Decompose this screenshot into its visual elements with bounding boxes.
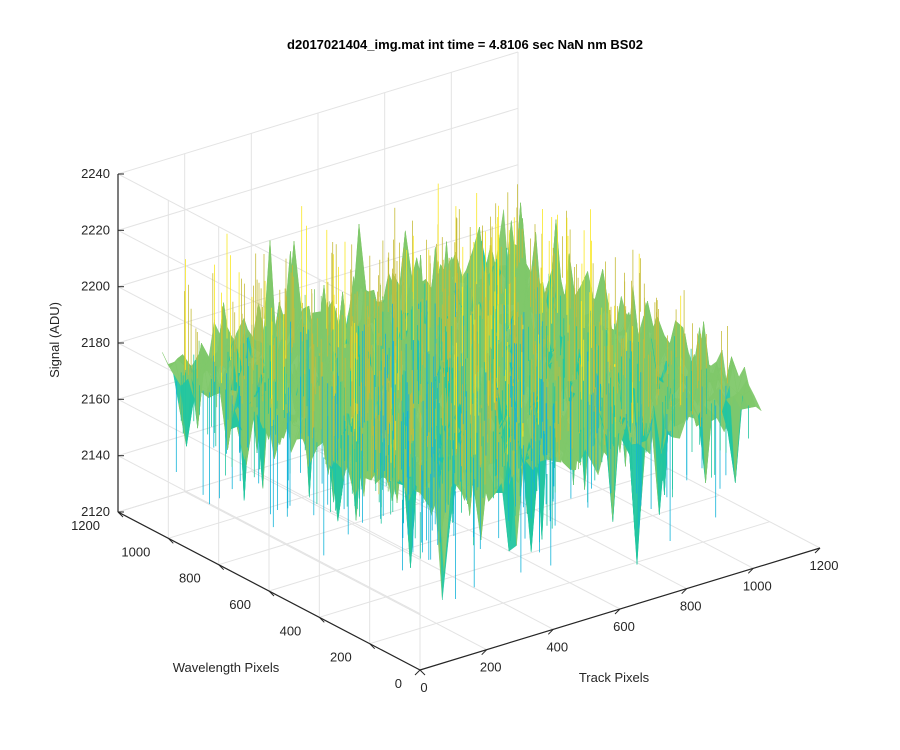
x-tick-label: 0 xyxy=(420,680,427,695)
y-tick xyxy=(369,643,376,650)
grid-line xyxy=(117,51,519,175)
y-tick-label: 1000 xyxy=(121,544,150,559)
surface-patch xyxy=(747,394,762,411)
y-tick-label: 800 xyxy=(179,571,201,586)
x-tick-label: 800 xyxy=(680,599,702,614)
x-tick xyxy=(547,628,554,635)
z-tick-label: 2200 xyxy=(81,279,110,294)
y-tick xyxy=(318,616,325,623)
grid-line xyxy=(117,455,421,615)
grid-line xyxy=(268,468,670,592)
y-tick-label: 400 xyxy=(280,623,302,638)
z-tick-label: 2220 xyxy=(81,222,110,237)
z-axis-label: Signal (ADU) xyxy=(47,302,62,378)
tick-labels: 0 200 400 600 800 1000 1200 0 200 400 600 800 1000 12… xyxy=(71,166,838,695)
grid-line xyxy=(117,107,519,231)
surface-mesh xyxy=(162,183,762,600)
x-tick xyxy=(414,669,421,676)
y-tick xyxy=(117,511,124,518)
x-tick xyxy=(681,588,688,595)
x-tick-label: 1200 xyxy=(810,558,839,573)
z-tick-label: 2160 xyxy=(81,391,110,406)
y-axis-label: Wavelength Pixels xyxy=(173,660,280,675)
y-tick xyxy=(167,537,174,544)
x-tick-label: 200 xyxy=(480,660,502,675)
z-tick-label: 2120 xyxy=(81,504,110,519)
x-tick xyxy=(481,649,488,656)
chart-title: d2017021404_img.mat int time = 4.8106 se… xyxy=(287,37,643,52)
x-tick-label: 600 xyxy=(613,619,635,634)
z-tick-label: 2240 xyxy=(81,166,110,181)
y-tick-label: 200 xyxy=(330,650,352,665)
z-tick-label: 2140 xyxy=(81,448,110,463)
y-tick xyxy=(268,590,275,597)
y-tick-label: 0 xyxy=(395,676,402,691)
grid-line xyxy=(319,494,720,618)
y-tick xyxy=(218,564,225,571)
x-axis-label: Track Pixels xyxy=(579,670,650,685)
grid-line xyxy=(117,398,421,558)
x-tick xyxy=(814,547,821,554)
x-tick-label: 1000 xyxy=(743,578,772,593)
y-tick-label: 1200 xyxy=(71,518,100,533)
x-tick xyxy=(747,567,754,574)
y-tick xyxy=(419,669,426,676)
x-tick xyxy=(614,608,621,615)
y-tick-label: 600 xyxy=(229,597,251,612)
z-tick-label: 2180 xyxy=(81,335,110,350)
x-tick-label: 400 xyxy=(546,639,568,654)
grid-line xyxy=(369,521,770,645)
axes xyxy=(117,173,821,676)
grid-line xyxy=(117,164,519,288)
